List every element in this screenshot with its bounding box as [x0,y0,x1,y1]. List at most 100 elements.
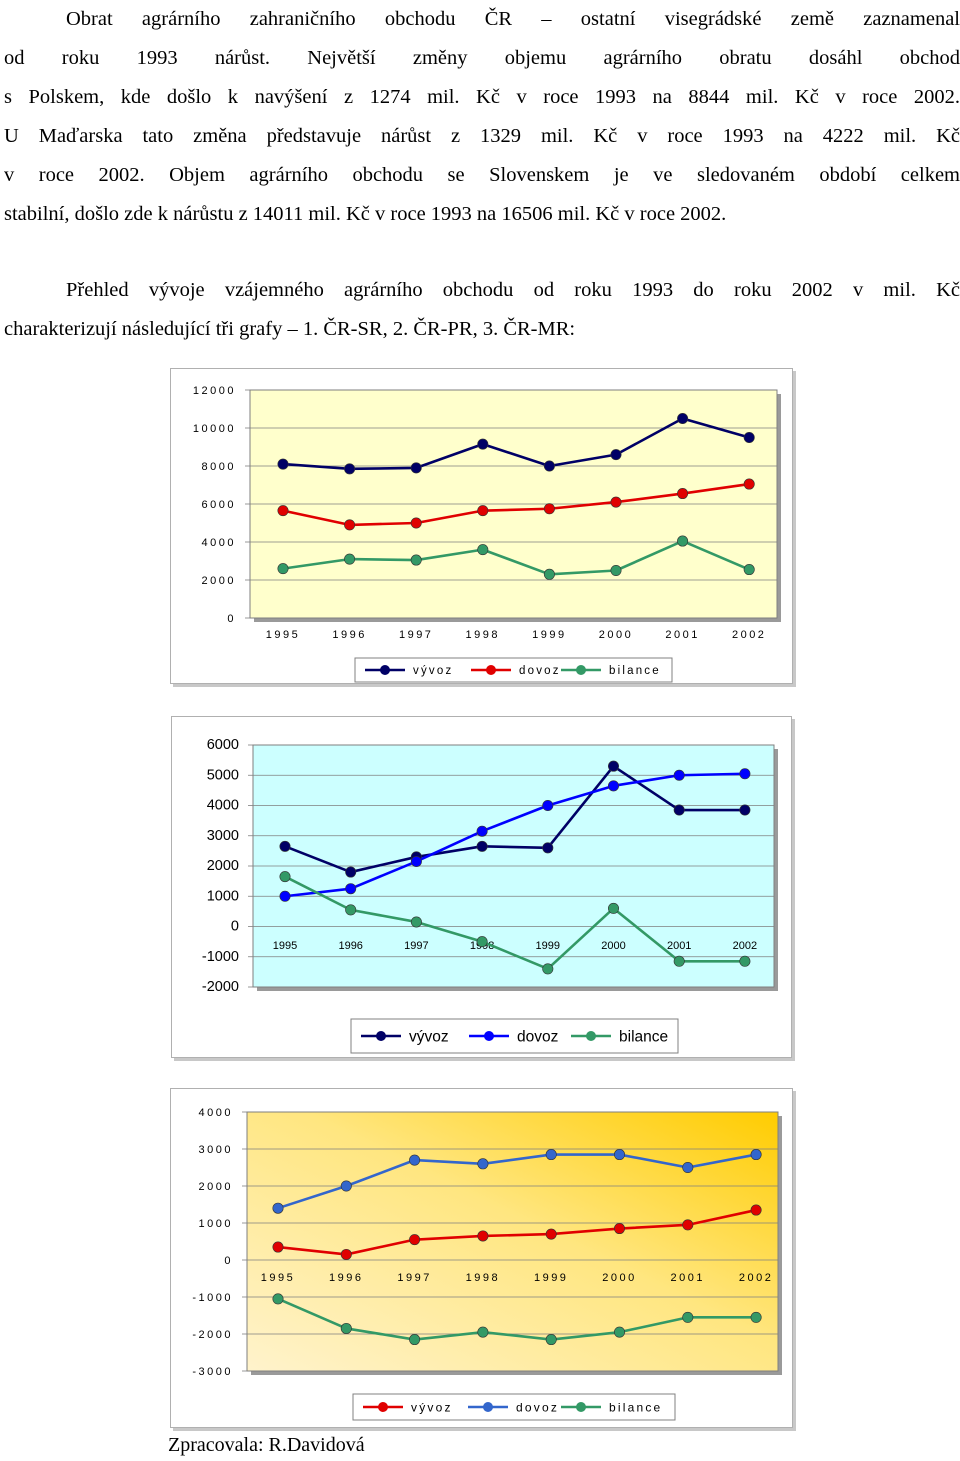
x-tick-label: 1996 [332,629,366,641]
y-tick-label: -3000 [192,1366,233,1378]
data-point-bilance [682,1311,694,1323]
x-tick-label: 1995 [273,940,297,952]
y-tick-label: 6000 [202,499,236,511]
x-tick-label: 1997 [399,629,433,641]
data-point-bilance [750,1311,762,1323]
data-point-bilance [610,565,622,577]
legend-marker-bilance [576,1402,586,1412]
y-tick-label: -2000 [192,1329,233,1341]
x-tick-label: 1998 [466,629,500,641]
data-point-vývoz [677,412,689,424]
legend-marker-vývoz [376,1031,386,1041]
series-line-dovoz [284,772,745,898]
series-line-dovoz [277,1153,757,1210]
data-point-vývoz [409,1234,421,1246]
data-point-dovoz [743,478,755,490]
data-point-dovoz [542,800,554,812]
data-point-bilance [739,955,751,967]
chart-cr-pr: -2000 -1000 0 1000 2000 3000 4000 5000 6000 1995 1… [171,716,795,1061]
y-tick-label: 2000 [207,858,239,874]
series-line-bilance [277,1297,757,1341]
data-point-vývoz [750,1204,762,1216]
data-point-vývoz [739,804,751,816]
data-point-dovoz [277,505,289,517]
credit-author: Zpracovala: R.Davidová [168,1434,365,1456]
data-point-dovoz [543,503,555,515]
data-point-vývoz [340,1248,352,1260]
data-point-bilance [272,1293,284,1305]
legend-marker-dovoz [486,665,496,675]
y-tick-label: 10000 [193,423,236,435]
data-point-vývoz [344,463,356,475]
data-point-bilance [476,936,488,948]
data-point-dovoz [739,768,751,780]
data-point-vývoz [542,842,554,854]
y-tick-label: 0 [231,919,239,935]
data-point-dovoz [677,488,689,500]
y-tick-label: -1000 [202,949,239,965]
data-point-vývoz [543,460,555,472]
data-point-bilance [607,902,619,914]
x-tick-label: 1995 [266,629,300,641]
x-tick-label: 2000 [602,1272,636,1284]
data-point-bilance [277,563,289,575]
y-tick-label: 4000 [202,537,236,549]
y-tick-label: 1000 [199,1218,233,1230]
legend-label-bilance: bilance [609,665,661,677]
legend-label-dovoz: dovoz [519,665,561,677]
data-point-dovoz [344,519,356,531]
legend-label-bilance: bilance [619,1029,668,1046]
data-point-bilance [410,554,422,566]
data-point-dovoz [545,1149,557,1161]
legend-label-bilance: bilance [609,1400,662,1414]
y-tick-label: 4000 [207,798,239,814]
series-line-vývoz [284,764,745,874]
data-point-bilance [677,535,689,547]
data-point-vývoz [277,458,289,470]
data-point-dovoz [613,1149,625,1161]
y-tick-label: -1000 [192,1292,233,1304]
y-tick-label: 12000 [193,385,236,397]
data-point-dovoz [750,1149,762,1161]
legend-marker-bilance [586,1031,596,1041]
data-point-vývoz [476,840,488,852]
legend-marker-vývoz [378,1402,388,1412]
legend-marker-dovoz [484,1031,494,1041]
data-point-dovoz [477,1158,489,1170]
x-tick-label: 1999 [532,629,566,641]
y-tick-label: 3000 [199,1144,233,1156]
paragraph-1-line: U Maďarska tato změna představuje nárůst… [4,125,960,147]
data-point-dovoz [607,780,619,792]
paragraph-2-line: Přehled vývoje vzájemného agrárního obch… [66,279,960,301]
data-point-vývoz [477,1230,489,1242]
data-point-dovoz [682,1162,694,1174]
x-tick-label: 1997 [404,940,428,952]
y-tick-label: 5000 [207,767,239,783]
paragraph-2-line: charakterizují následující tři grafy – 1… [4,318,576,340]
data-point-vývoz [545,1228,557,1240]
paragraph-2: Přehled vývoje vzájemného agrárního obch… [4,271,960,349]
x-tick-label: 1998 [466,1272,500,1284]
paragraph-1-line: od roku 1993 nárůst. Největší změny obje… [4,47,960,69]
chart-cr-sr: 0 2000 4000 6000 8000 10000 12000 1995 1996 1997 1… [170,368,796,687]
data-point-vývoz [607,760,619,772]
data-point-dovoz [673,769,685,781]
x-tick-label: 1999 [536,940,560,952]
data-point-dovoz [610,496,622,508]
data-point-bilance [543,568,555,580]
data-point-dovoz [340,1180,352,1192]
data-point-dovoz [476,825,488,837]
data-point-dovoz [410,855,422,867]
y-tick-label: 8000 [202,461,236,473]
data-point-bilance [410,916,422,928]
x-tick-label: 1996 [329,1272,363,1284]
x-tick-label: 2000 [599,629,633,641]
series-line-vývoz [277,1208,757,1256]
legend-label-dovoz: dovoz [517,1029,558,1046]
data-point-vývoz [682,1219,694,1231]
data-point-dovoz [409,1154,421,1166]
plot-area [246,1111,779,1372]
data-point-vývoz [279,840,291,852]
x-tick-label: 1995 [261,1272,295,1284]
data-point-bilance [409,1334,421,1346]
